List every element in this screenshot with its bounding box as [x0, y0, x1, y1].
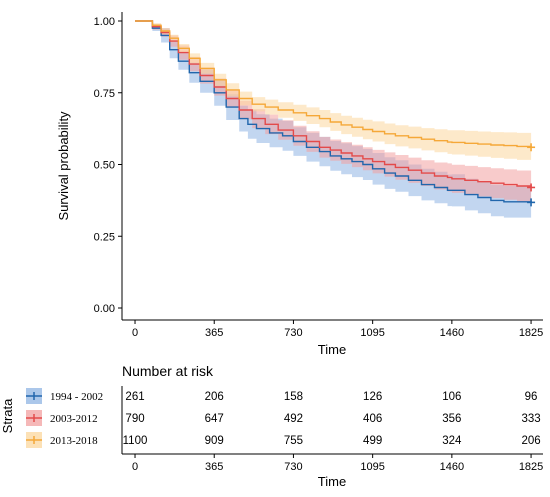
- survival-curve-2: [135, 20, 532, 148]
- risk-count-2-3: 499: [363, 435, 382, 447]
- legend-label-2: 2013-2018: [50, 435, 98, 447]
- risk-x-axis-title: Time: [318, 474, 346, 489]
- risk-count-1-0: 790: [125, 413, 144, 425]
- risk-count-2-5: 206: [521, 435, 540, 447]
- risk-x-tick-label-1: 365: [205, 461, 223, 473]
- risk-count-0-5: 96: [525, 391, 538, 403]
- risk-x-tick-label-3: 1095: [360, 461, 384, 473]
- risk-count-1-2: 492: [284, 413, 303, 425]
- survival-curve-0: [135, 20, 532, 203]
- risk-count-2-2: 755: [284, 435, 303, 447]
- risk-count-1-5: 333: [521, 413, 540, 425]
- y-tick-label-1: 0.25: [94, 231, 115, 243]
- x-tick-label-0: 0: [132, 327, 138, 339]
- risk-table-rows: 261 206 158 126 106 96 790 647 492 406 356 333 1100 9…: [123, 391, 541, 447]
- confidence-bands: [135, 21, 532, 219]
- risk-table-axes: [121, 386, 543, 455]
- confidence-band-1: [135, 21, 532, 204]
- y-axis-title: Survival probability: [56, 111, 71, 221]
- risk-count-2-0: 1100: [123, 435, 148, 447]
- x-tick-label-5: 1825: [519, 327, 543, 339]
- y-tick-label-2: 0.50: [94, 160, 115, 172]
- risk-x-tick-label-4: 1460: [440, 461, 464, 473]
- x-tick-label-4: 1460: [440, 327, 464, 339]
- risk-x-tick-label-5: 1825: [519, 461, 543, 473]
- risk-count-2-4: 324: [442, 435, 462, 447]
- x-axis-title: Time: [318, 342, 346, 357]
- main-axes: [121, 12, 543, 321]
- risk-x-ticks: 0 365 730 1095 1460 1825: [132, 454, 543, 473]
- x-ticks: 0 365 730 1095 1460 1825: [132, 320, 543, 339]
- risk-count-0-4: 106: [442, 391, 461, 403]
- legend: 1994 - 2002 2003-2012 2013-2018: [26, 388, 103, 448]
- y-tick-label-0: 0.00: [94, 303, 115, 315]
- y-tick-label-3: 0.75: [94, 88, 115, 100]
- risk-table-title: Number at risk: [122, 363, 214, 379]
- risk-count-1-3: 406: [363, 413, 382, 425]
- risk-count-0-1: 206: [205, 391, 224, 403]
- risk-count-0-2: 158: [284, 391, 303, 403]
- survival-curves: [135, 20, 536, 207]
- risk-x-tick-label-2: 730: [284, 461, 302, 473]
- x-tick-label-1: 365: [205, 327, 223, 339]
- y-tick-label-4: 1.00: [94, 16, 115, 28]
- risk-count-1-1: 647: [205, 413, 224, 425]
- risk-count-0-0: 261: [125, 391, 144, 403]
- legend-title: Strata: [0, 398, 15, 433]
- confidence-band-2: [135, 21, 532, 162]
- y-ticks: 0.00 0.25 0.50 0.75 1.00: [94, 16, 122, 315]
- risk-x-tick-label-0: 0: [132, 461, 138, 473]
- risk-count-0-3: 126: [363, 391, 382, 403]
- risk-count-2-1: 909: [205, 435, 224, 447]
- legend-label-1: 2003-2012: [50, 413, 98, 425]
- x-tick-label-2: 730: [284, 327, 302, 339]
- survival-curve-1: [135, 20, 532, 188]
- risk-count-1-4: 356: [442, 413, 461, 425]
- x-tick-label-3: 1095: [360, 327, 384, 339]
- legend-label-0: 1994 - 2002: [50, 391, 103, 403]
